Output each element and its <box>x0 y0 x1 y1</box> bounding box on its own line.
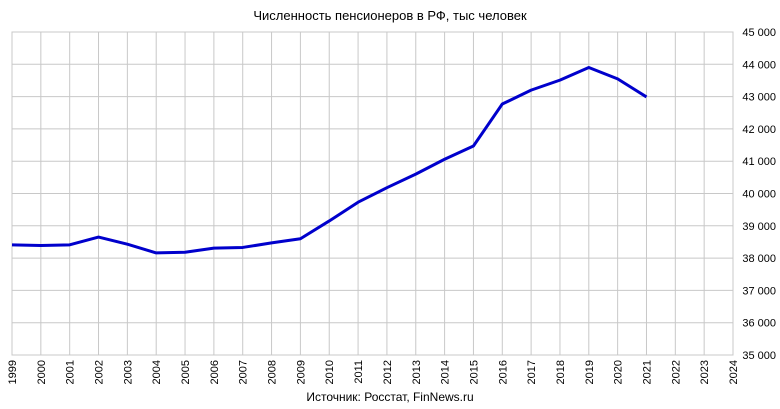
x-tick-label: 2019 <box>584 360 596 384</box>
x-tick-label: 2021 <box>641 360 653 384</box>
x-tick-label: 2004 <box>151 360 163 384</box>
x-tick-label: 1999 <box>7 360 19 384</box>
x-tick-label: 2009 <box>295 360 307 384</box>
x-tick-label: 2024 <box>728 360 740 384</box>
x-tick-label: 2013 <box>411 360 423 384</box>
x-tick-label: 2007 <box>238 360 250 384</box>
x-tick-label: 2012 <box>382 360 394 384</box>
y-tick-label: 41 000 <box>742 156 776 168</box>
x-tick-label: 2003 <box>122 360 134 384</box>
y-tick-label: 40 000 <box>742 189 776 201</box>
y-tick-label: 35 000 <box>742 350 776 362</box>
x-tick-label: 2017 <box>526 360 538 384</box>
x-tick-label: 2020 <box>613 360 625 384</box>
y-tick-label: 38 000 <box>742 253 776 265</box>
x-tick-label: 2002 <box>94 360 106 384</box>
plot-border <box>11 31 734 356</box>
x-tick-label: 2014 <box>440 360 452 384</box>
y-tick-label: 43 000 <box>742 92 776 104</box>
x-tick-label: 2006 <box>209 360 221 384</box>
x-tick-label: 2015 <box>468 360 480 384</box>
x-tick-label: 2011 <box>353 360 365 384</box>
y-tick-label: 42 000 <box>742 124 776 136</box>
y-tick-label: 36 000 <box>742 318 776 330</box>
x-tick-label: 2016 <box>497 360 509 384</box>
chart-title: Численность пенсионеров в РФ, тыс челове… <box>253 8 527 23</box>
x-tick-label: 2010 <box>324 360 336 384</box>
source-note: Источник: Росстат, FinNews.ru <box>306 390 473 404</box>
x-tick-label: 2001 <box>65 360 77 384</box>
x-tick-label: 2008 <box>267 360 279 384</box>
y-tick-label: 39 000 <box>742 221 776 233</box>
x-tick-label: 2000 <box>36 360 48 384</box>
x-tick-label: 2023 <box>699 360 711 384</box>
x-tick-label: 2018 <box>555 360 567 384</box>
x-tick-label: 2022 <box>670 360 682 384</box>
y-tick-label: 37 000 <box>742 285 776 297</box>
y-tick-label: 45 000 <box>742 27 776 39</box>
y-tick-label: 44 000 <box>742 59 776 71</box>
data-line <box>11 66 648 255</box>
x-tick-label: 2005 <box>180 360 192 384</box>
